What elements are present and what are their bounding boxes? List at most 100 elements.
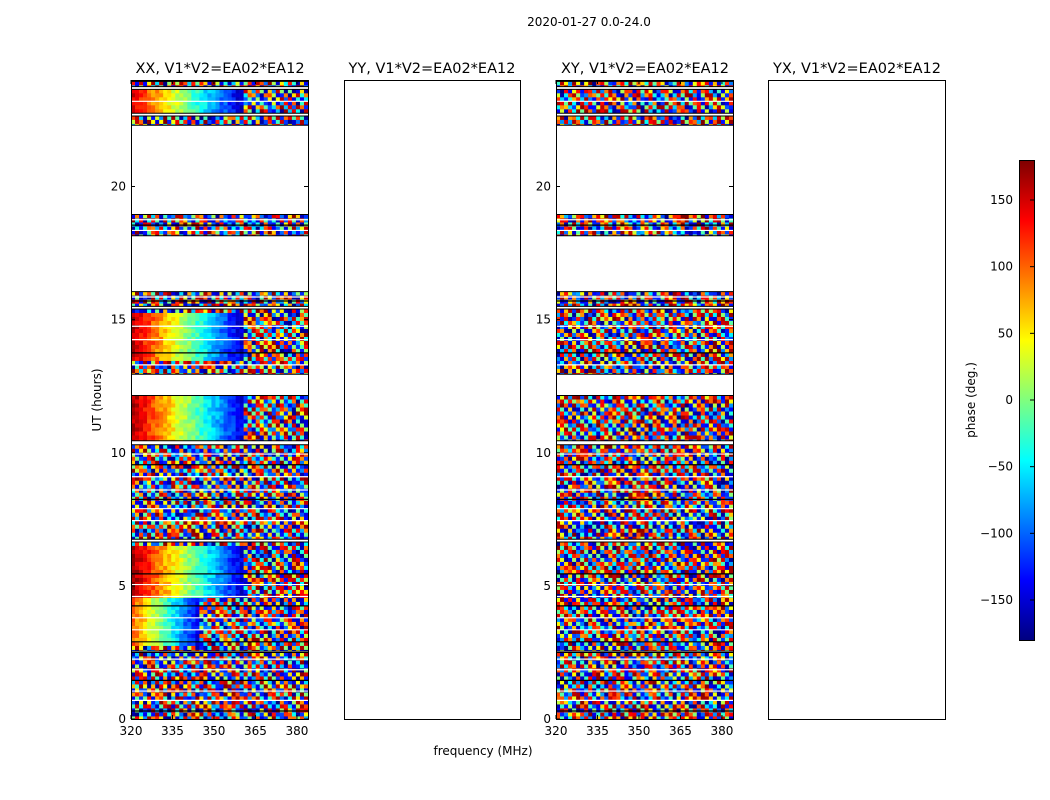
heatmap-cell — [175, 312, 180, 318]
heatmap-cell — [215, 700, 220, 705]
heatmap-cell — [183, 372, 188, 375]
heatmap-cell — [279, 577, 285, 583]
heatmap-cell — [271, 569, 277, 575]
heatmap-cell — [299, 312, 305, 318]
heatmap-cell — [187, 364, 192, 370]
heatmap-cell — [287, 452, 293, 457]
heatmap-cell — [139, 573, 144, 579]
heatmap-cell — [163, 633, 168, 639]
heatmap-cell — [247, 672, 252, 677]
heatmap-cell — [207, 633, 212, 639]
heatmap-cell — [171, 464, 176, 469]
heatmap-cell — [239, 680, 244, 685]
heatmap-cell — [303, 504, 309, 509]
heatmap-cell — [167, 668, 172, 673]
heatmap-cell — [291, 344, 297, 350]
heatmap-cell — [199, 541, 204, 547]
heatmap-cell — [287, 419, 293, 424]
heatmap-cell — [143, 332, 148, 338]
heatmap-cell — [187, 508, 192, 513]
heatmap-cell — [163, 553, 168, 559]
heatmap-cell — [227, 565, 232, 571]
heatmap-cell — [243, 423, 248, 428]
heatmap-cell — [231, 395, 236, 400]
heatmap-cell — [211, 368, 216, 374]
heatmap-cell — [291, 324, 297, 330]
heatmap-cell — [219, 368, 224, 374]
heatmap-cell — [235, 613, 240, 619]
heatmap-cell — [227, 664, 232, 669]
heatmap-cell — [275, 504, 281, 509]
heatmap-cell — [235, 464, 240, 469]
heatmap-cell — [255, 492, 261, 497]
heatmap-cell — [155, 93, 160, 98]
heatmap-cell — [207, 668, 212, 673]
heatmap-cell — [203, 332, 208, 338]
heatmap-cell — [243, 641, 248, 647]
heatmap-cell — [211, 299, 216, 304]
heatmap-cell — [299, 320, 305, 326]
heatmap-cell — [299, 676, 305, 681]
heatmap-cell — [139, 324, 144, 330]
heatmap-cell — [271, 299, 277, 304]
heatmap-cell — [183, 295, 188, 300]
heatmap-cell — [179, 291, 184, 296]
heatmap-cell — [219, 589, 224, 595]
heatmap-cell — [295, 89, 301, 94]
heatmap-cell — [163, 500, 168, 505]
heatmap-cell — [291, 645, 297, 651]
heatmap-cell — [255, 573, 261, 579]
heatmap-cell — [251, 407, 256, 412]
heatmap-cell — [279, 700, 285, 705]
heatmap-cell — [219, 716, 224, 720]
heatmap-cell — [191, 403, 196, 408]
heatmap-cell — [299, 668, 305, 673]
heatmap-cell — [207, 364, 212, 370]
heatmap-cell — [203, 348, 208, 354]
heatmap-cell — [211, 684, 216, 689]
heatmap-cell — [155, 364, 160, 370]
heatmap-cell — [167, 565, 172, 571]
heatmap-cell — [303, 549, 309, 555]
heatmap-cell — [231, 403, 236, 408]
heatmap-cell — [131, 601, 136, 607]
heatmap-cell — [239, 712, 244, 717]
heatmap-cell — [239, 403, 244, 408]
heatmap-cell — [167, 553, 172, 559]
heatmap-cell — [179, 316, 184, 322]
heatmap-cell — [207, 621, 212, 627]
heatmap-cell — [243, 93, 248, 98]
heatmap-cell — [147, 516, 152, 521]
heatmap-cell — [251, 214, 256, 219]
heatmap-cell — [271, 712, 277, 717]
heatmap-cell — [283, 660, 289, 665]
heatmap-cell — [167, 684, 172, 689]
heatmap-cell — [299, 621, 305, 627]
heatmap-cell — [275, 637, 281, 643]
heatmap-cell — [231, 303, 236, 307]
heatmap-cell — [207, 123, 212, 126]
heatmap-cell — [167, 704, 172, 709]
heatmap-cell — [191, 512, 196, 517]
heatmap-cell — [287, 712, 293, 717]
heatmap-cell — [191, 214, 196, 219]
heatmap-cell — [203, 536, 208, 540]
heatmap-cell — [239, 476, 244, 481]
heatmap-cell — [135, 344, 140, 350]
heatmap-cell — [299, 528, 305, 533]
heatmap-cell — [147, 123, 152, 126]
heatmap-cell — [283, 427, 289, 432]
heatmap-cell — [271, 508, 277, 513]
heatmap-cell — [259, 468, 265, 473]
heatmap-cell — [139, 488, 144, 493]
heatmap-cell — [143, 423, 148, 428]
heatmap-cell — [139, 684, 144, 689]
heatmap-cell — [131, 516, 136, 521]
heatmap-cell — [179, 115, 184, 121]
heatmap-cell — [263, 456, 269, 461]
heatmap-cell — [131, 549, 136, 555]
heatmap-cell — [267, 324, 273, 330]
heatmap-cell — [235, 480, 240, 485]
heatmap-cell — [211, 629, 216, 635]
heatmap-cell — [191, 356, 196, 362]
